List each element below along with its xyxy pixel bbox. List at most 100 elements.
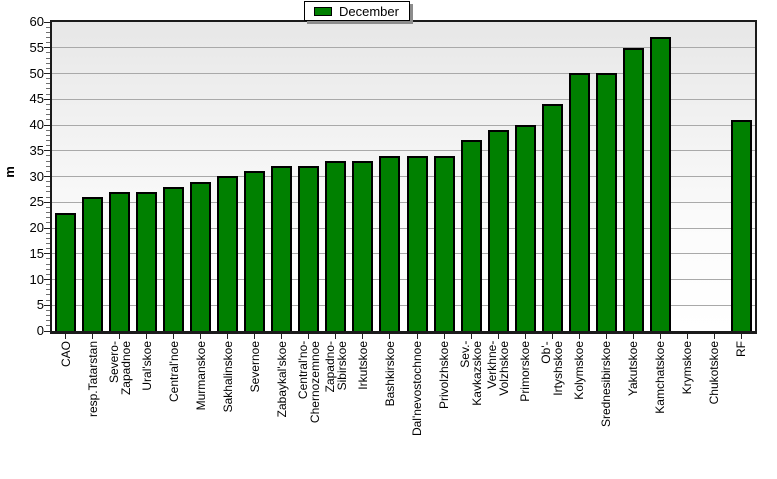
gridline: [52, 98, 755, 100]
y-tick-minor: [46, 320, 50, 322]
x-tick: [605, 334, 607, 339]
x-tick: [632, 334, 634, 339]
bar: [649, 37, 671, 331]
y-tick-minor: [46, 191, 50, 193]
y-tick-major: [44, 47, 50, 49]
gridline: [52, 73, 755, 74]
bar: [82, 197, 104, 331]
x-tick-label: Irkutskoe: [355, 341, 370, 390]
y-tick-minor: [46, 36, 50, 38]
y-tick-major: [44, 279, 50, 280]
y-tick-minor: [46, 217, 50, 219]
legend: December: [304, 1, 410, 21]
x-tick-label: Severo- Zapadnoe: [106, 341, 133, 396]
bar: [622, 48, 644, 331]
y-tick-minor: [46, 103, 50, 105]
x-tick: [470, 334, 472, 339]
y-tick-label: 45: [29, 91, 44, 107]
bar: [460, 140, 482, 331]
y-tick-minor: [46, 26, 50, 28]
legend-swatch-icon: [314, 6, 332, 16]
y-tick-minor: [46, 93, 50, 95]
y-tick-label: 60: [29, 14, 44, 29]
y-tick-minor: [46, 139, 50, 141]
x-tick-label: Primorskoe: [518, 341, 533, 402]
y-tick-minor: [46, 52, 50, 54]
bar: [109, 192, 131, 331]
y-tick-minor: [46, 263, 50, 265]
x-tick: [200, 334, 202, 339]
x-tick: [578, 334, 580, 339]
y-tick-minor: [46, 109, 50, 111]
bar: [190, 182, 212, 331]
y-tick-label: 55: [29, 39, 44, 55]
y-tick-minor: [46, 83, 50, 85]
x-tick: [254, 334, 256, 339]
y-tick-minor: [46, 299, 50, 301]
bar: [163, 187, 185, 331]
x-tick-label: Chukotskoe: [707, 341, 722, 405]
x-tick: [740, 334, 742, 339]
x-tick: [308, 334, 310, 339]
bar: [271, 166, 293, 331]
x-tick: [551, 334, 553, 339]
gridline: [52, 47, 755, 49]
y-tick-minor: [46, 78, 50, 80]
x-tick: [146, 334, 148, 339]
x-tick-label: Dal'nevostochnoe: [410, 341, 425, 437]
y-tick-minor: [46, 145, 50, 147]
y-tick-major: [44, 304, 50, 306]
bar: [514, 125, 536, 331]
bar: [298, 166, 320, 331]
x-tick-label: Bashkirskoe: [382, 341, 397, 407]
gridline: [52, 227, 755, 229]
plot-area: [50, 20, 757, 334]
bar: [136, 192, 158, 331]
x-tick-label: Murmanskoe: [193, 341, 208, 411]
x-tick: [416, 334, 418, 339]
x-tick: [524, 334, 526, 339]
y-tick-minor: [46, 284, 50, 286]
y-tick-minor: [46, 222, 50, 224]
x-tick: [362, 334, 364, 339]
y-tick-minor: [46, 212, 50, 214]
x-tick: [713, 334, 715, 339]
x-tick-label: Kolymskoe: [572, 341, 587, 400]
y-tick-minor: [46, 315, 50, 317]
gridline: [52, 304, 755, 306]
y-tick-minor: [46, 289, 50, 291]
x-tick: [335, 334, 337, 339]
bar: [568, 73, 590, 331]
x-tick-label: Kamchatskoe: [653, 341, 668, 414]
bar: [55, 213, 77, 331]
x-tick-label: Zapadno- Sibirskoe: [322, 341, 349, 393]
y-tick-minor: [46, 67, 50, 69]
y-tick-major: [44, 150, 50, 152]
y-tick-label: 50: [29, 65, 44, 81]
y-tick-minor: [46, 57, 50, 59]
y-tick-minor: [46, 268, 50, 270]
y-tick-label: 20: [29, 220, 44, 235]
y-tick-major: [44, 73, 50, 74]
x-tick-label: Privolzhskoe: [437, 341, 452, 410]
x-tick: [173, 334, 175, 339]
gridline: [52, 124, 755, 126]
y-tick-label: 0: [36, 323, 44, 338]
bar: [352, 161, 374, 331]
y-tick-label: 5: [36, 297, 44, 313]
bar: [325, 161, 347, 331]
y-tick-major: [44, 124, 50, 126]
y-tick-major: [44, 330, 50, 332]
x-tick-label: Verkhne- Volzhskoe: [485, 341, 512, 396]
x-tick-label: Krymskoe: [680, 341, 695, 395]
x-tick-label: Zabaykal'skoe: [274, 341, 289, 418]
x-tick-label: Central'noe: [166, 341, 181, 402]
y-tick-label: 25: [29, 194, 44, 210]
y-tick-minor: [46, 196, 50, 198]
bar: [406, 156, 428, 331]
x-tick: [659, 334, 661, 339]
x-tick-label: Ob'- Irtyshskoe: [539, 341, 566, 396]
y-tick-minor: [46, 206, 50, 208]
x-tick-label: Severnoe: [247, 341, 262, 393]
